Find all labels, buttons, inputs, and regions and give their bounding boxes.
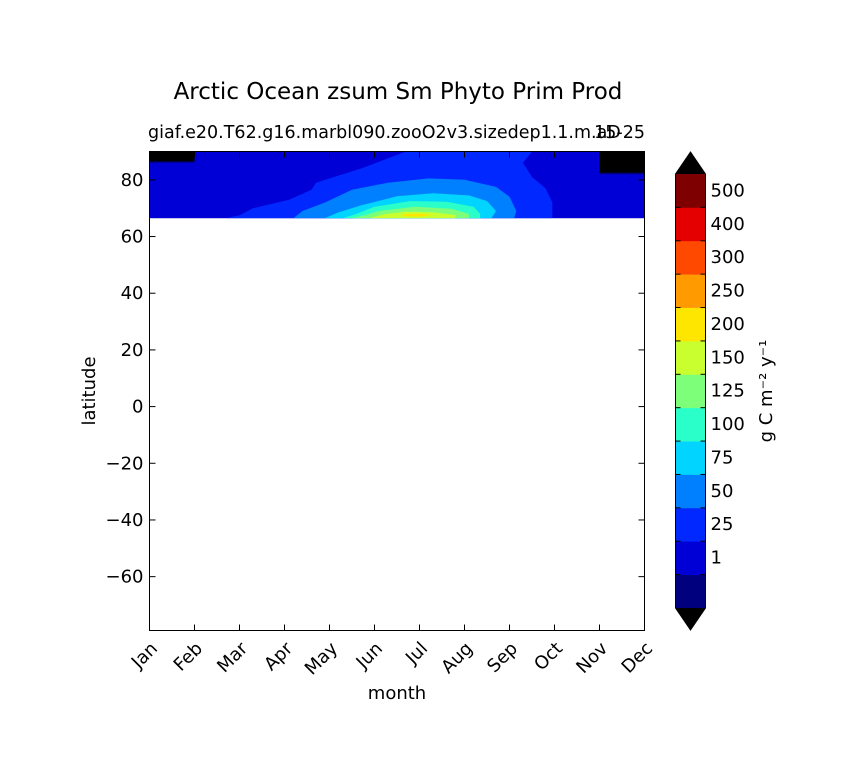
y-tick-label-0: 80: [121, 170, 144, 191]
colorbar-segment-8: [675, 307, 706, 342]
colorbar-tick-label-1: 25: [711, 514, 734, 535]
colorbar-segment-1: [675, 541, 706, 576]
colorbar-tick-label-4: 100: [711, 414, 745, 435]
x-tick-label-2: Mar: [213, 638, 252, 677]
edge-patch-2: [149, 151, 195, 162]
x-tick-label-0: Jan: [127, 638, 162, 673]
x-tick-label-5: Jun: [352, 638, 387, 673]
chart-subtitle-left: giaf.e20.T62.g16.marbl090.zooO2v3.sizede…: [148, 123, 621, 143]
colorbar-segment-7: [675, 340, 706, 375]
x-tick-label-8: Sep: [483, 638, 522, 677]
colorbar-segment-3: [675, 474, 706, 509]
colorbar-segment-6: [675, 374, 706, 409]
colorbar-tick-label-11: 500: [711, 180, 745, 201]
x-tick-label-7: Aug: [437, 638, 477, 678]
colorbar-segment-2: [675, 507, 706, 542]
colorbar-tick-label-10: 400: [711, 214, 745, 235]
colorbar-segment-5: [675, 407, 706, 442]
chart-subtitle-right: 15-25: [594, 123, 645, 143]
edge-patch-3: [599, 151, 645, 173]
x-axis: Jan Feb Mar Apr May Jun Jul Aug Sep Oct Nov Dec: [127, 151, 657, 679]
colorbar-segment-11: [675, 207, 706, 242]
y-tick-label-4: 0: [132, 397, 143, 418]
colorbar-extend-high: [675, 152, 706, 174]
x-tick-label-10: Nov: [572, 638, 612, 678]
colorbar-segment-9: [675, 274, 706, 308]
x-tick-label-4: May: [301, 638, 342, 679]
colorbar-tick-label-3: 75: [711, 447, 734, 468]
colorbar-tick-label-6: 150: [711, 347, 745, 368]
contour-region-8: [401, 213, 433, 217]
colorbar-segment-0: [675, 574, 706, 609]
x-tick-label-11: Dec: [618, 638, 657, 677]
colorbar-segment-4: [675, 441, 706, 475]
y-tick-label-1: 60: [121, 227, 144, 248]
plot-frame: [149, 151, 645, 631]
x-tick-label-1: Feb: [170, 638, 207, 675]
x-axis-label: month: [368, 683, 426, 704]
y-tick-label-2: 40: [121, 283, 144, 304]
colorbar-tick-label-0: 1: [711, 548, 722, 569]
colorbar-extend-low: [675, 608, 706, 630]
colorbar-segment-10: [675, 240, 706, 275]
x-tick-label-9: Oct: [530, 638, 567, 675]
colorbar-tick-label-7: 200: [711, 314, 745, 335]
y-axis-label: latitude: [79, 356, 100, 425]
y-tick-label-5: −20: [106, 453, 144, 474]
chart-title: Arctic Ocean zsum Sm Phyto Prim Prod: [174, 79, 623, 105]
x-tick-label-3: Apr: [260, 638, 297, 675]
colorbar-segment-12: [675, 174, 706, 208]
colorbar-tick-label-8: 250: [711, 281, 745, 302]
plot-area: [149, 151, 645, 219]
y-tick-label-7: −60: [106, 567, 144, 588]
colorbar-label: g C m⁻² y⁻¹: [756, 340, 777, 443]
y-tick-label-6: −40: [106, 510, 144, 531]
colorbar-tick-label-2: 50: [711, 481, 734, 502]
y-tick-label-3: 20: [121, 340, 144, 361]
colorbar-tick-label-5: 125: [711, 381, 745, 402]
colorbar-tick-label-9: 300: [711, 247, 745, 268]
x-tick-label-6: Jul: [401, 638, 432, 669]
colorbar-outline: [675, 151, 706, 631]
y-axis: 80 60 40 20 0 −20 −40 −60: [106, 170, 645, 588]
